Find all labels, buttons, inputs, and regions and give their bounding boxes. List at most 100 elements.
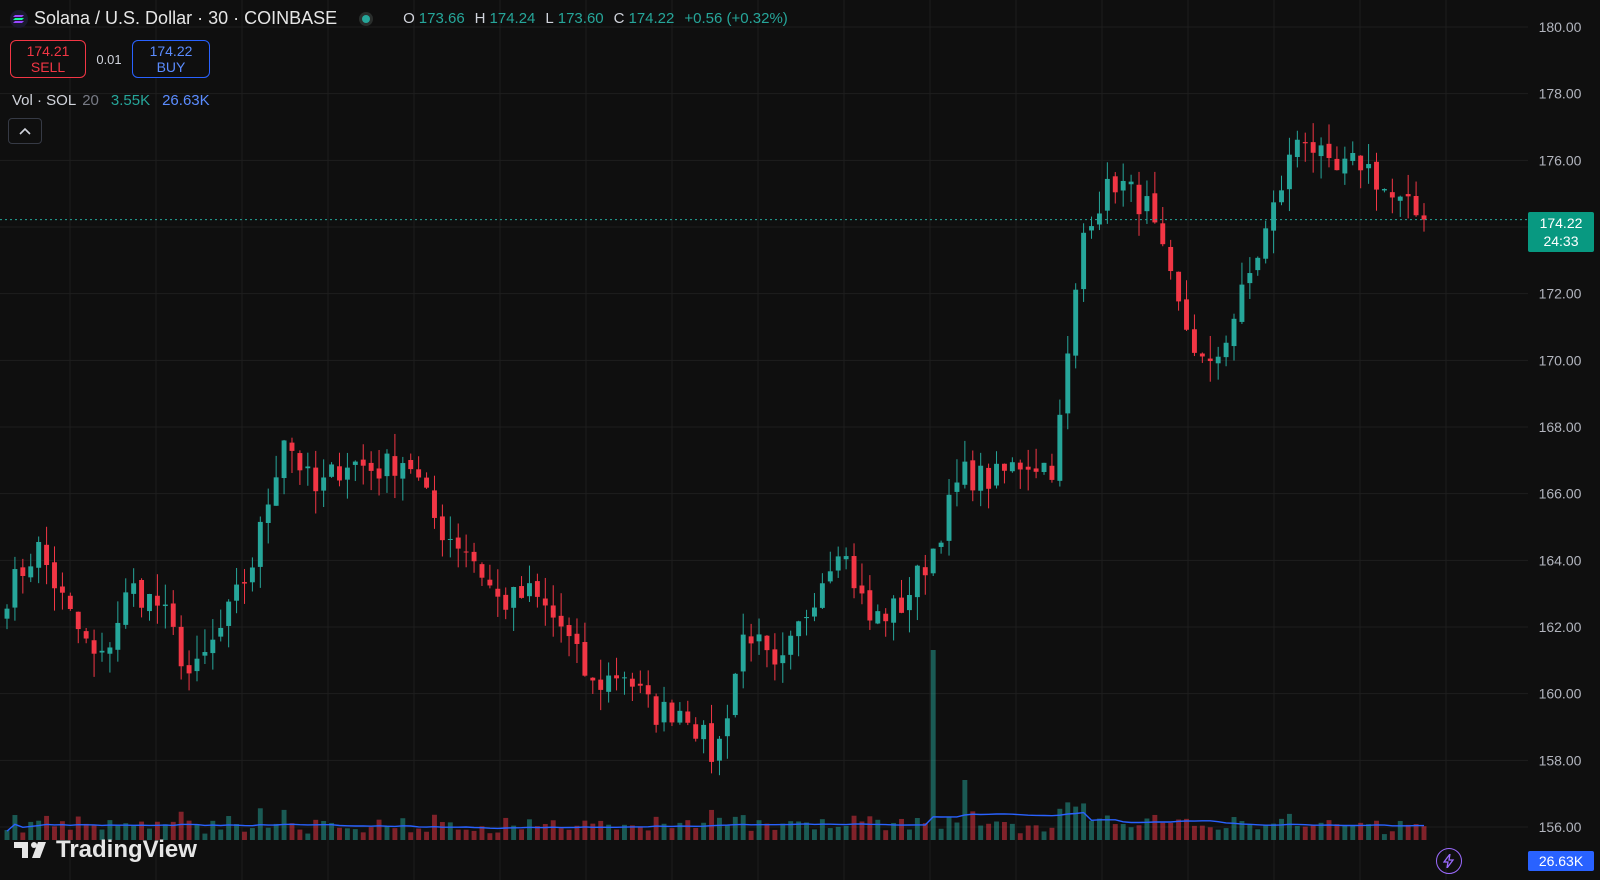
- volume-bar: [740, 815, 746, 840]
- candle: [1342, 146, 1348, 185]
- close-value: 174.22: [628, 10, 675, 27]
- candle: [99, 632, 105, 662]
- candle: [622, 671, 627, 695]
- price-axis[interactable]: 156.00 158.00 160.00 162.00 164.00 166.00 168.…: [1539, 19, 1582, 835]
- volume-bar: [796, 821, 802, 840]
- volume-bar: [986, 823, 992, 840]
- volume-bar: [194, 824, 200, 840]
- candle: [83, 628, 89, 644]
- volume-bar: [835, 826, 841, 840]
- candle-body: [827, 571, 833, 582]
- candle-body: [99, 650, 105, 653]
- candle: [819, 573, 825, 609]
- candle: [1374, 152, 1379, 211]
- volume-bar: [107, 820, 113, 840]
- volume-bar: [661, 823, 667, 840]
- tradingview-logo[interactable]: TradingView: [14, 836, 197, 864]
- candle: [1168, 239, 1174, 280]
- candle: [194, 635, 200, 682]
- price-tick-label: 164.00: [1539, 552, 1582, 568]
- candle: [1128, 174, 1134, 202]
- candle-body: [218, 627, 224, 637]
- logo-text: TradingView: [56, 836, 197, 863]
- candle: [661, 686, 667, 732]
- candle-body: [1112, 176, 1118, 193]
- candle-body: [780, 655, 786, 664]
- volume-bar: [843, 825, 849, 840]
- candle: [170, 590, 176, 635]
- candle: [1302, 132, 1308, 162]
- volume-bar: [1199, 825, 1205, 840]
- volume-bar: [1033, 825, 1039, 840]
- candle-body: [519, 586, 525, 598]
- candle: [701, 720, 707, 754]
- volume-bar: [1073, 806, 1079, 840]
- candle: [162, 584, 168, 629]
- candle-body: [1223, 342, 1229, 358]
- candle-body: [891, 598, 897, 623]
- volume-bar: [1128, 827, 1134, 840]
- volume-bar: [717, 817, 722, 840]
- volume-bar: [938, 828, 944, 840]
- candle-body: [598, 679, 604, 690]
- volume-bar: [455, 829, 461, 840]
- symbol-title[interactable]: Solana / U.S. Dollar · 30 · COINBASE: [34, 8, 338, 28]
- volume-bar: [883, 830, 889, 840]
- candle: [273, 455, 279, 506]
- candle-body: [432, 490, 437, 518]
- volume-bar: [265, 827, 271, 840]
- candle: [1009, 457, 1015, 473]
- volume-legend[interactable]: Vol · SOL 20 3.55K 26.63K: [12, 92, 210, 109]
- candle-body: [59, 586, 65, 593]
- volume-bar: [653, 816, 659, 840]
- candle-body: [83, 631, 89, 639]
- volume-bar: [527, 819, 532, 840]
- candle: [1081, 223, 1087, 302]
- price-tick-label: 166.00: [1539, 486, 1582, 502]
- candle-body: [186, 665, 192, 674]
- candle-body: [1081, 232, 1087, 290]
- candle: [978, 452, 984, 507]
- volume-bar: [234, 823, 240, 840]
- candle-body: [994, 463, 999, 486]
- volume-bar: [811, 829, 817, 840]
- candle-body: [606, 675, 612, 692]
- volume-bar: [1389, 831, 1395, 840]
- volume-bar: [376, 819, 382, 840]
- candle: [1389, 178, 1395, 214]
- volume-bar: [574, 825, 580, 840]
- candle-body: [772, 649, 778, 665]
- candle: [321, 459, 327, 508]
- current-price-value: 174.22: [1539, 215, 1583, 231]
- candle: [1239, 262, 1245, 324]
- candle-body: [804, 617, 809, 619]
- candle: [186, 650, 192, 691]
- candle-body: [503, 594, 509, 610]
- volume-bar: [1144, 818, 1150, 840]
- candle-body: [938, 542, 944, 547]
- candle: [1120, 163, 1126, 207]
- candle: [827, 551, 833, 584]
- candle: [598, 659, 604, 711]
- candle-body: [131, 583, 137, 594]
- volume-bar: [685, 820, 691, 840]
- candle: [1176, 271, 1182, 311]
- volume-bar: [1215, 829, 1221, 840]
- candle: [368, 451, 374, 491]
- collapse-legend-button[interactable]: [8, 118, 42, 144]
- lightning-icon[interactable]: [1436, 848, 1462, 874]
- volume-bar: [360, 832, 366, 840]
- buy-button[interactable]: 174.22 BUY: [132, 40, 210, 78]
- volume-bar: [1096, 818, 1102, 840]
- candle-body: [202, 652, 208, 656]
- candle-body: [1350, 152, 1356, 161]
- candle-body: [1302, 142, 1308, 144]
- candle-body: [154, 595, 160, 606]
- volume-bar: [1001, 822, 1007, 840]
- candle: [487, 564, 493, 589]
- volume-ma-value: 26.63K: [162, 92, 210, 109]
- volume-bar: [606, 824, 612, 840]
- sell-button[interactable]: 174.21 SELL: [10, 40, 86, 78]
- candle-body: [479, 564, 485, 578]
